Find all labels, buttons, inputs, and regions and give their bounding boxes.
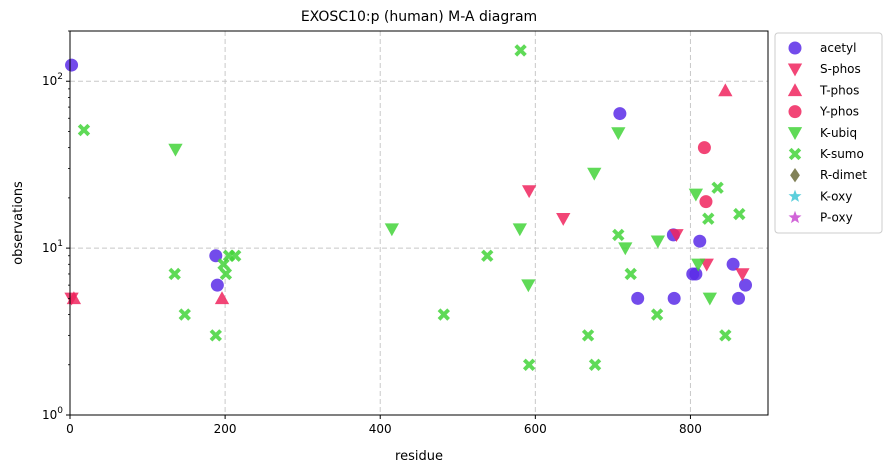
legend-marker-acetyl bbox=[788, 41, 802, 55]
data-point-k-sumo bbox=[168, 267, 181, 281]
data-point-k-ubiq bbox=[650, 235, 666, 249]
x-tick-label: 800 bbox=[679, 422, 702, 436]
data-point-acetyl bbox=[209, 249, 223, 263]
data-point-acetyl bbox=[693, 234, 707, 248]
x-tick-label: 200 bbox=[214, 422, 237, 436]
x-axis-ticks: 0 200 400 600 800 bbox=[66, 415, 702, 436]
data-point-k-sumo bbox=[77, 123, 91, 137]
legend-marker-k-oxy bbox=[788, 189, 802, 202]
data-point-k-sumo bbox=[481, 249, 494, 262]
y-axis-ticks: 100 101 102 bbox=[42, 30, 70, 422]
x-axis-label: residue bbox=[395, 449, 443, 464]
x-tick-label: 400 bbox=[369, 422, 392, 436]
legend-box bbox=[774, 32, 883, 234]
legend-label-k-oxy: K-oxy bbox=[820, 189, 852, 203]
data-point-acetyl bbox=[210, 278, 224, 292]
legend-label-p-oxy: P-oxy bbox=[820, 211, 853, 225]
data-point-acetyl bbox=[613, 107, 627, 121]
grid-lines bbox=[70, 31, 768, 415]
data-point-acetyl bbox=[739, 278, 753, 292]
legend-marker-r-dimet bbox=[790, 168, 800, 183]
data-point-acetyl bbox=[631, 291, 645, 305]
data-point-k-sumo bbox=[437, 308, 450, 321]
x-tick-label: 0 bbox=[66, 422, 74, 436]
data-point-k-sumo bbox=[522, 358, 536, 371]
data-point-k-sumo bbox=[624, 267, 637, 281]
data-point-k-ubiq bbox=[168, 143, 183, 157]
data-point-k-ubiq bbox=[521, 279, 536, 293]
data-point-acetyl bbox=[667, 291, 681, 305]
data-point-y-phos bbox=[699, 195, 713, 209]
data-point-k-sumo bbox=[612, 228, 625, 242]
y-tick-label: 101 bbox=[42, 239, 63, 255]
data-point-k-ubiq bbox=[611, 127, 626, 141]
legend-label-k-ubiq: K-ubiq bbox=[820, 126, 857, 140]
data-point-k-sumo bbox=[711, 181, 724, 194]
legend-marker-s-phos bbox=[787, 63, 803, 77]
data-point-acetyl bbox=[689, 267, 703, 281]
data-point-s-phos bbox=[556, 213, 571, 226]
data-point-s-phos bbox=[669, 229, 684, 243]
data-point-y-phos bbox=[697, 141, 711, 155]
y-tick-label: 102 bbox=[42, 72, 63, 88]
data-point-k-ubiq bbox=[702, 292, 717, 306]
data-point-k-sumo bbox=[733, 207, 746, 221]
data-point-acetyl bbox=[65, 58, 79, 72]
legend-label-r-dimet: R-dimet bbox=[820, 168, 867, 182]
data-point-s-phos bbox=[735, 268, 750, 282]
data-point-t-phos bbox=[718, 83, 733, 97]
data-point-acetyl bbox=[726, 257, 740, 271]
data-point-k-ubiq bbox=[384, 223, 400, 237]
data-point-t-phos bbox=[214, 291, 230, 305]
data-point-k-ubiq bbox=[512, 223, 527, 237]
data-point-k-ubiq bbox=[618, 242, 633, 256]
chart-title: EXOSC10:p (human) M-A diagram bbox=[301, 9, 537, 25]
data-point-k-ubiq bbox=[688, 188, 704, 202]
x-tick-label: 600 bbox=[524, 422, 547, 436]
plot-frame bbox=[69, 30, 769, 416]
data-point-k-sumo bbox=[650, 308, 664, 321]
y-tick-label: 100 bbox=[42, 406, 63, 422]
legend-marker-p-oxy bbox=[788, 210, 802, 224]
data-point-k-sumo bbox=[719, 329, 732, 342]
legend-label-acetyl: acetyl bbox=[820, 41, 856, 55]
data-point-acetyl bbox=[732, 291, 746, 305]
legend-label-k-sumo: K-sumo bbox=[820, 147, 864, 161]
data-point-k-sumo bbox=[702, 212, 715, 225]
data-point-k-sumo bbox=[209, 329, 222, 342]
data-point-k-sumo bbox=[178, 308, 191, 321]
legend-label-y-phos: Y-phos bbox=[819, 105, 859, 119]
data-point-k-sumo bbox=[514, 44, 527, 57]
legend: acetyl S-phos T-phos Y-phos K-ubiq K-sumo R-di… bbox=[774, 32, 883, 234]
data-point-k-sumo bbox=[229, 249, 242, 262]
legend-marker-k-ubiq bbox=[787, 127, 803, 140]
legend-label-t-phos: T-phos bbox=[819, 83, 859, 97]
legend-marker-k-sumo bbox=[788, 147, 802, 161]
data-point-s-phos bbox=[521, 185, 537, 199]
legend-label-s-phos: S-phos bbox=[820, 62, 861, 76]
legend-marker-y-phos bbox=[788, 105, 802, 119]
data-point-k-ubiq bbox=[587, 167, 602, 181]
data-point-k-sumo bbox=[588, 358, 602, 371]
legend-marker-t-phos bbox=[787, 83, 803, 97]
data-point-k-sumo bbox=[219, 267, 233, 281]
data-point-k-sumo bbox=[581, 329, 595, 342]
data-point-k-sumo bbox=[217, 258, 230, 271]
y-axis-label: observations bbox=[11, 181, 26, 265]
data-point-k-ubiq bbox=[691, 258, 706, 272]
data-points bbox=[64, 44, 753, 371]
